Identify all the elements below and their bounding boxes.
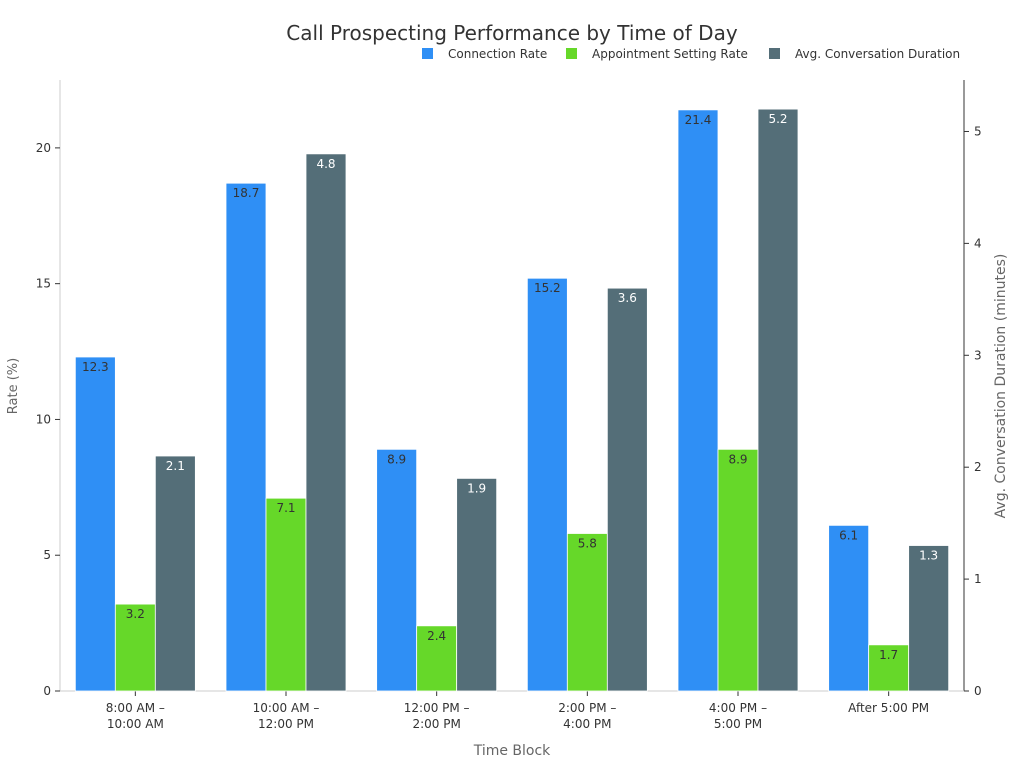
x-tick-label: 12:00 PM – 2:00 PM [404,701,470,731]
bar-connection-rate [225,182,267,692]
y-tick-label: 5 [43,548,51,562]
data-label: 5.2 [768,112,787,126]
bar-connection-rate [74,356,116,692]
x-tick-label: 2:00 PM – 4:00 PM [558,701,616,731]
y-axis-label: Rate (%) [6,358,21,414]
x-tick-label-line: 10:00 AM – [253,701,320,715]
bar-appointment-setting-rate [717,448,759,692]
chart-title: Call Prospecting Performance by Time of … [286,21,738,45]
x-tick-label-line: 8:00 AM – [106,701,165,715]
axes: 0 5 10 15 20 0 1 2 3 4 5 8:00 AM – 10:00 AM 10:00 AM … [36,80,982,731]
x-axis-label: Time Block [473,743,551,759]
bar-connection-rate [526,277,568,692]
data-label: 3.2 [126,607,145,621]
x-tick-label-line: 4:00 PM – [709,701,767,715]
x-tick-label-line: 12:00 PM [258,717,314,731]
legend-label: Connection Rate [448,47,547,61]
bar-appointment-setting-rate [566,533,608,692]
data-label: 1.9 [467,481,486,495]
legend-label: Avg. Conversation Duration [795,47,960,61]
bar-connection-rate [677,109,719,692]
legend-swatch [422,48,433,59]
x-tick-label-line: 2:00 PM – [558,701,616,715]
legend-label: Appointment Setting Rate [592,47,748,61]
y2-tick-label: 3 [974,348,982,362]
data-label: 8.9 [728,452,747,466]
bar-appointment-setting-rate [416,625,458,692]
x-tick-label-line: 12:00 PM – [404,701,470,715]
x-tick-label-line: 10:00 AM [107,717,164,731]
bars: 12.3 3.2 2.1 18.7 7.1 4.8 8.9 2.4 1.9 15.2 5.8 3.6 2… [74,108,950,692]
data-label: 2.1 [166,459,185,473]
x-tick-label-line: 5:00 PM [714,717,762,731]
y2-tick-label: 4 [974,236,982,250]
x-tick-label: 10:00 AM – 12:00 PM [253,701,320,731]
bar-appointment-setting-rate [265,497,307,692]
data-label: 4.8 [316,157,335,171]
bar-connection-rate [828,524,870,692]
data-label: 18.7 [233,186,260,200]
bar-connection-rate [376,448,418,692]
data-label: 7.1 [276,501,295,515]
y2-tick-label: 2 [974,460,982,474]
legend-swatch [566,48,577,59]
data-label: 21.4 [685,113,712,127]
x-tick-label-line: After 5:00 PM [848,701,929,715]
y-tick-label: 15 [36,277,51,291]
legend: Connection Rate Appointment Setting Rate A… [422,47,960,61]
y-tick-label: 20 [36,141,51,155]
data-label: 1.3 [919,549,938,563]
bar-avg-conversation-duration [305,153,347,692]
bar-avg-conversation-duration [757,108,799,692]
data-label: 5.8 [578,536,597,550]
bar-appointment-setting-rate [868,644,910,692]
bar-avg-conversation-duration [154,455,196,692]
data-label: 2.4 [427,629,446,643]
legend-swatch [769,48,780,59]
bar-avg-conversation-duration [606,287,648,692]
y2-axis-label: Avg. Conversation Duration (minutes) [993,254,1009,519]
data-label: 8.9 [387,452,406,466]
x-tick-label-line: 2:00 PM [412,717,460,731]
data-label: 15.2 [534,281,561,295]
x-tick-label: 8:00 AM – 10:00 AM [106,701,165,731]
y2-tick-label: 5 [974,124,982,138]
y2-tick-label: 1 [974,572,982,586]
y-tick-label: 0 [43,684,51,698]
data-label: 6.1 [839,528,858,542]
x-tick-label: After 5:00 PM [848,701,929,715]
y-tick-label: 10 [36,412,51,426]
data-label: 1.7 [879,648,898,662]
bar-avg-conversation-duration [456,477,498,692]
data-label: 3.6 [618,291,637,305]
x-tick-label-line: 4:00 PM [563,717,611,731]
x-tick-label: 4:00 PM – 5:00 PM [709,701,767,731]
bar-avg-conversation-duration [908,545,950,692]
data-label: 12.3 [82,360,109,374]
y2-tick-label: 0 [974,684,982,698]
